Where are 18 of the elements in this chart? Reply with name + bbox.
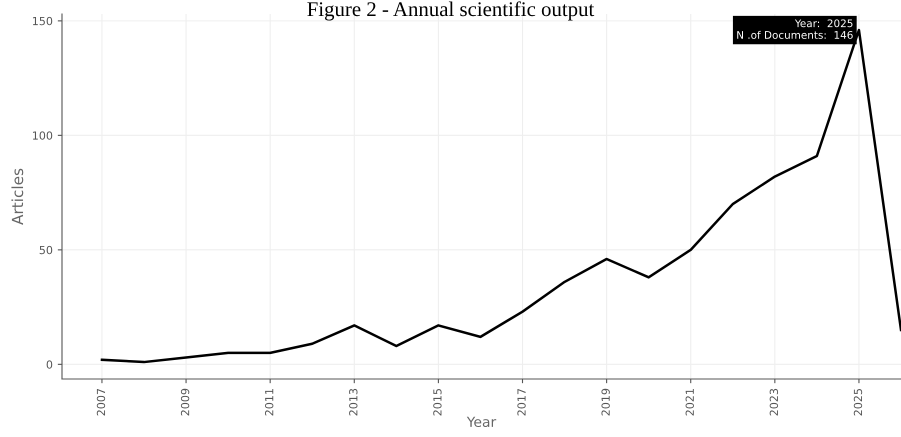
x-tick-label: 2025 <box>854 389 862 416</box>
x-tick-label: 2011 <box>264 389 274 416</box>
chart-title: Figure 2 - Annual scientific output <box>307 1 594 21</box>
y-tick-label: 100 <box>32 131 52 140</box>
x-tick-label: 2021 <box>686 389 694 416</box>
x-tick-label: 2013 <box>349 388 358 416</box>
x-axis-title: Year <box>466 416 496 428</box>
y-tick-label: 0 <box>46 360 52 369</box>
x-tick-label: 2017 <box>517 388 526 416</box>
y-tick-label: 150 <box>32 16 52 26</box>
y-tick-label: 50 <box>40 246 52 254</box>
x-tick-label: 2007 <box>96 388 106 416</box>
y-axis-title: Articles <box>11 168 24 225</box>
x-tick-label: 2009 <box>180 388 190 416</box>
x-tick-label: 2015 <box>433 389 442 416</box>
x-tick-label: 2019 <box>601 388 610 416</box>
annotation: Year: 2025 N .of Documents: 146 <box>737 19 853 39</box>
x-tick-label: 2023 <box>770 388 778 416</box>
